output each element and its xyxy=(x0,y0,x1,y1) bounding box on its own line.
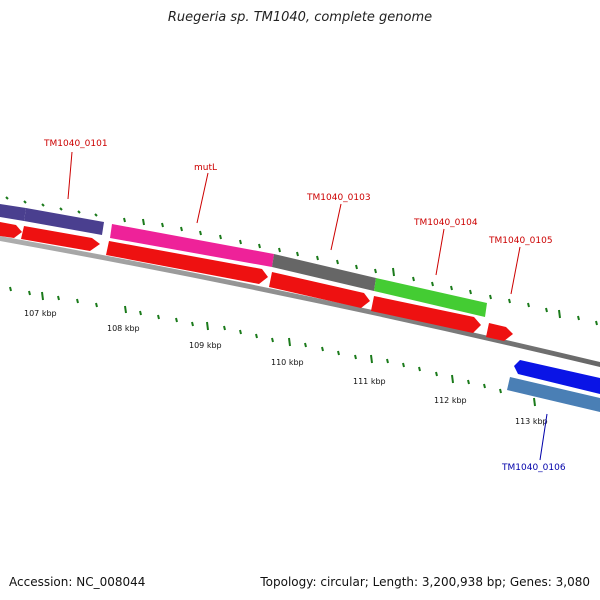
gene-block-indigo[interactable] xyxy=(24,208,104,235)
outer-gene-track xyxy=(0,204,487,317)
kbp-label-111: 111 kbp xyxy=(353,377,386,386)
gene-block-mutl[interactable] xyxy=(110,224,274,267)
gene-block-tm0104[interactable] xyxy=(374,278,487,317)
kbp-labels: 107 kbp 108 kbp 109 kbp 110 kbp 111 kbp … xyxy=(24,309,548,426)
genome-title: Ruegeria sp. TM1040, complete genome xyxy=(167,10,433,25)
kbp-label-108: 108 kbp xyxy=(107,324,140,333)
inner-gene-track xyxy=(507,360,600,412)
cds-arrow[interactable] xyxy=(486,323,513,341)
gene-label-tm0101[interactable]: TM1040_0101 xyxy=(43,139,108,149)
gene-block-steel[interactable] xyxy=(507,377,600,412)
gene-label-mutl[interactable]: mutL xyxy=(194,163,217,173)
accession-text: Accession: NC_008044 xyxy=(9,575,146,589)
outer-tick-ring xyxy=(5,196,598,326)
kbp-label-113: 113 kbp xyxy=(515,417,548,426)
gene-block-indigo-left[interactable] xyxy=(0,204,26,221)
cds-arrow[interactable] xyxy=(269,272,370,308)
gene-label-tm0105[interactable]: TM1040_0105 xyxy=(488,236,553,246)
gene-label-tm0103[interactable]: TM1040_0103 xyxy=(306,193,371,203)
gene-label-tm0106[interactable]: TM1040_0106 xyxy=(501,463,566,473)
gene-labels: TM1040_0101 mutL TM1040_0103 TM1040_0104… xyxy=(43,139,566,473)
gene-label-tm0104[interactable]: TM1040_0104 xyxy=(413,218,478,228)
genome-stats-text: Topology: circular; Length: 3,200,938 bp… xyxy=(260,575,590,589)
genome-backbone xyxy=(0,236,600,367)
cds-arrow[interactable] xyxy=(371,296,481,333)
gene-block-tm0106[interactable] xyxy=(514,360,600,394)
gene-block-tm0103[interactable] xyxy=(272,254,376,291)
cds-arrow[interactable] xyxy=(0,222,22,238)
cds-track xyxy=(0,222,513,341)
kbp-label-110: 110 kbp xyxy=(271,358,304,367)
kbp-label-109: 109 kbp xyxy=(189,341,222,350)
inner-tick-ring xyxy=(9,286,536,407)
cds-arrow[interactable] xyxy=(106,241,268,284)
kbp-label-107: 107 kbp xyxy=(24,309,57,318)
kbp-label-112: 112 kbp xyxy=(434,396,467,405)
cds-arrow[interactable] xyxy=(21,226,100,251)
